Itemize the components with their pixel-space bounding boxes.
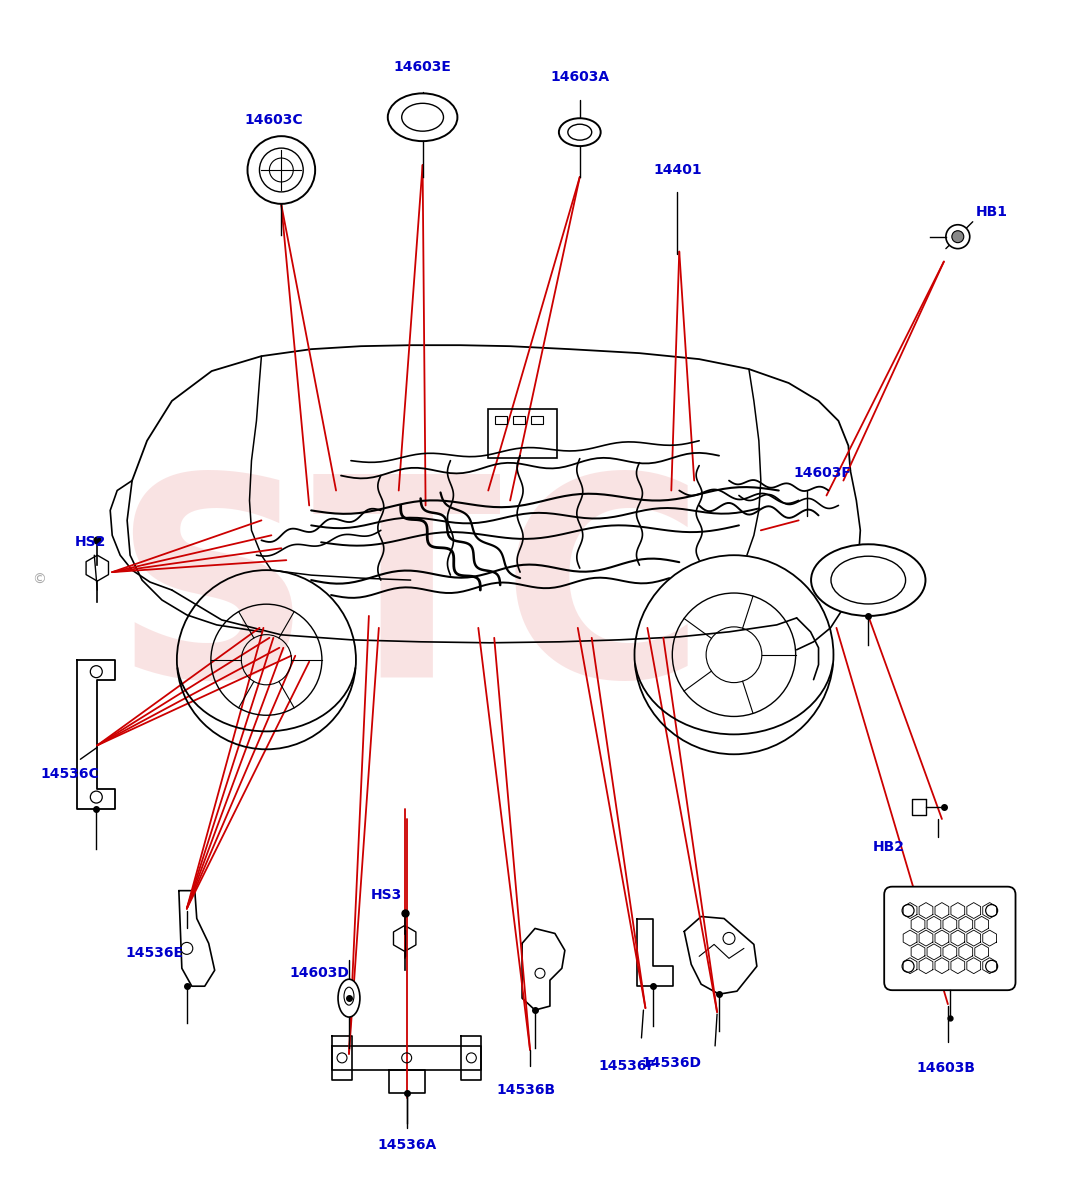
Ellipse shape — [338, 979, 360, 1018]
Text: HB2: HB2 — [872, 840, 904, 854]
Bar — [496, 416, 507, 424]
FancyBboxPatch shape — [885, 887, 1016, 990]
Circle shape — [902, 960, 914, 972]
Ellipse shape — [811, 545, 926, 616]
Text: 14603E: 14603E — [393, 60, 452, 74]
Text: HS3: HS3 — [371, 888, 402, 901]
Text: 14536E: 14536E — [125, 947, 183, 960]
Circle shape — [951, 230, 964, 242]
Text: 14603C: 14603C — [244, 113, 303, 127]
Circle shape — [986, 905, 998, 917]
Text: 14401: 14401 — [653, 163, 702, 176]
Text: HB1: HB1 — [976, 205, 1007, 218]
Text: 14603F: 14603F — [793, 466, 851, 480]
Text: 14603B: 14603B — [916, 1061, 975, 1075]
Circle shape — [247, 136, 315, 204]
Text: STC: STC — [113, 464, 706, 734]
Bar — [513, 416, 525, 424]
Text: 14536A: 14536A — [377, 1139, 436, 1152]
Text: HS2: HS2 — [74, 535, 106, 550]
Circle shape — [902, 905, 914, 917]
Text: 14536F: 14536F — [599, 1058, 657, 1073]
Circle shape — [986, 960, 998, 972]
Text: 14536D: 14536D — [642, 1056, 701, 1070]
Text: ©: © — [32, 574, 46, 587]
Ellipse shape — [388, 94, 458, 142]
Ellipse shape — [559, 119, 601, 146]
Text: 14536B: 14536B — [497, 1082, 556, 1097]
Circle shape — [946, 224, 970, 248]
Text: 14603A: 14603A — [550, 71, 610, 84]
Text: 14603D: 14603D — [289, 966, 349, 980]
Bar — [531, 416, 543, 424]
Text: 14536C: 14536C — [41, 767, 99, 781]
